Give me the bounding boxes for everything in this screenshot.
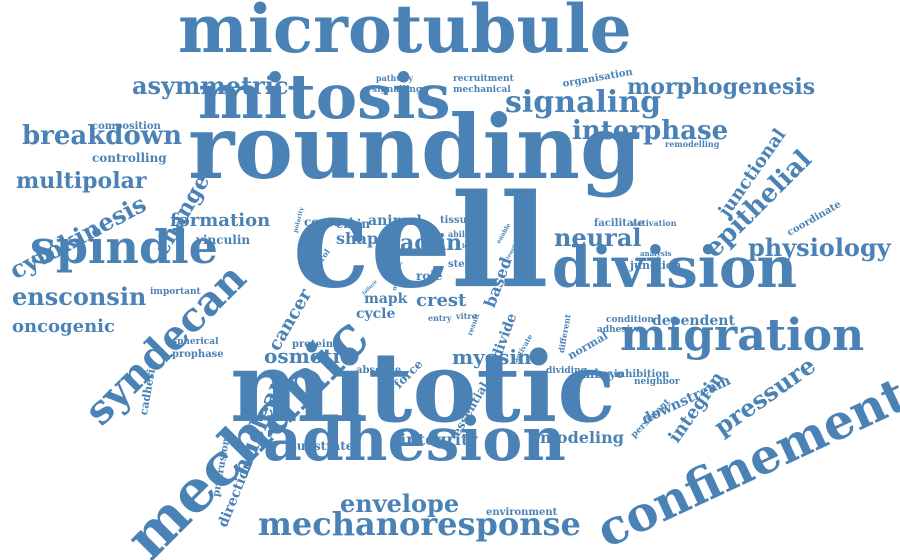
word-migration: migration xyxy=(620,310,865,361)
word-composition: composition xyxy=(92,121,161,132)
word-step: step xyxy=(448,259,472,270)
word-multipolar: multipolar xyxy=(16,168,147,194)
word-role: role xyxy=(416,269,443,283)
word-animal: animal xyxy=(368,213,422,229)
word-vinculin: vinculin xyxy=(196,233,251,247)
word-envelope: envelope xyxy=(340,489,460,518)
word-contact: contact xyxy=(304,215,355,229)
word-recruitment: recruitment xyxy=(453,74,514,84)
word-condition: condition xyxy=(606,315,654,325)
word-mitotic: mitotic xyxy=(230,331,616,444)
word-embryo: embryo xyxy=(574,367,625,381)
word-actin: actin xyxy=(400,230,463,256)
word-facilitate: facilitate xyxy=(594,218,645,229)
word-adhesion: adhesion xyxy=(263,405,566,475)
word-crest: crest xyxy=(416,290,467,311)
word-myosin: myosin xyxy=(452,345,532,369)
word-pathway: pathway xyxy=(376,73,414,83)
word-environment: environment xyxy=(486,507,558,518)
word-ability: ability xyxy=(448,229,477,239)
word-protein: protein xyxy=(292,339,333,350)
word-mechanoresponse: mechanoresponse xyxy=(258,505,581,543)
word-division: division xyxy=(552,235,798,301)
word-neighbor: neighbor xyxy=(634,377,680,387)
word-mitosis: mitosis xyxy=(198,60,451,133)
word-enter: enter xyxy=(384,269,402,276)
word-neural: neural xyxy=(554,223,642,252)
word-important: important xyxy=(150,287,201,297)
word-integrity: integrity xyxy=(400,430,478,449)
word-cycle: cycle xyxy=(356,306,396,322)
word-interphase: interphase xyxy=(572,116,729,146)
word-spindle: spindle xyxy=(30,220,218,274)
word-morphogenesis: morphogenesis xyxy=(627,74,816,100)
word-analysis: analysis xyxy=(640,249,672,258)
word-remodelling: remodelling xyxy=(665,139,720,149)
word-absence: absence xyxy=(356,365,402,376)
word-prophase: prophase xyxy=(172,349,224,360)
word-osmotic: osmotic xyxy=(264,344,353,368)
word-vitro: vitro xyxy=(456,311,477,321)
word-rasv: rasv xyxy=(386,259,403,268)
word-adhesive: adhesive xyxy=(597,325,641,335)
word-breakdown: breakdown xyxy=(22,121,183,151)
word-formation: formation xyxy=(170,210,271,231)
word-rounding: rounding xyxy=(188,95,642,199)
word-junction: junction xyxy=(630,259,682,272)
word-physiology: physiology xyxy=(748,233,891,262)
word-controlling: controlling xyxy=(92,151,167,165)
word-dividing: dividing xyxy=(546,366,587,376)
word-oncogenic: oncogenic xyxy=(12,316,115,337)
word-microtubule: microtubule xyxy=(178,0,632,68)
word-signalling: signalling xyxy=(372,85,423,95)
word-cell: cell xyxy=(292,167,549,317)
word-activation: activation xyxy=(632,218,677,228)
word-asymmetric: asymmetric xyxy=(132,71,289,100)
word-mechanical: mechanical xyxy=(453,85,511,95)
word-mapk: mapk xyxy=(364,291,408,307)
word-lead: lead xyxy=(462,243,477,250)
word-signaling: signaling xyxy=(505,85,662,120)
word-dependent: dependent xyxy=(652,313,735,329)
word-tissue: tissue xyxy=(440,215,474,226)
word-shape: shape xyxy=(336,229,389,248)
word-substrate: substrate xyxy=(290,439,354,453)
word-ensconsin: ensconsin xyxy=(12,282,147,311)
word-spherical: spherical xyxy=(172,337,219,347)
word-inhibition: inhibition xyxy=(614,369,670,380)
word-ezrin: ezrin xyxy=(336,217,371,231)
word-entry: entry xyxy=(428,313,452,323)
word-modeling: modeling xyxy=(540,428,624,447)
